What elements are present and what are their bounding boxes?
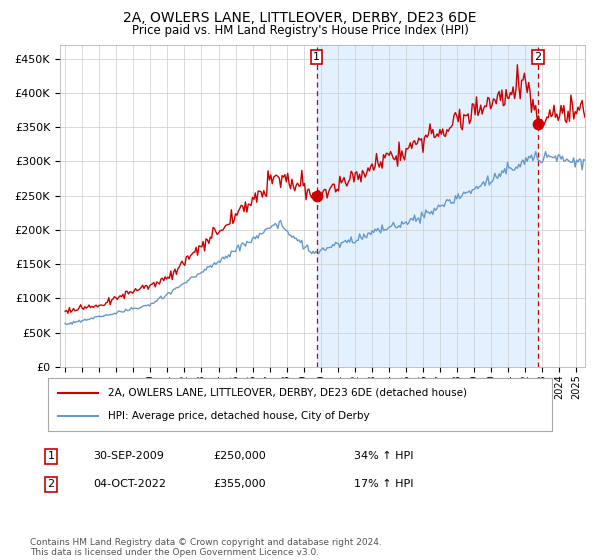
- Text: 2: 2: [47, 479, 55, 489]
- Text: 2A, OWLERS LANE, LITTLEOVER, DERBY, DE23 6DE (detached house): 2A, OWLERS LANE, LITTLEOVER, DERBY, DE23…: [109, 388, 467, 398]
- Point: [533, 119, 543, 128]
- Text: 2: 2: [535, 52, 542, 62]
- Text: 30-SEP-2009: 30-SEP-2009: [93, 451, 164, 461]
- Text: 17% ↑ HPI: 17% ↑ HPI: [354, 479, 413, 489]
- Text: £355,000: £355,000: [214, 479, 266, 489]
- Text: 1: 1: [313, 52, 320, 62]
- Text: HPI: Average price, detached house, City of Derby: HPI: Average price, detached house, City…: [109, 411, 370, 421]
- Text: £250,000: £250,000: [214, 451, 266, 461]
- Text: Price paid vs. HM Land Registry's House Price Index (HPI): Price paid vs. HM Land Registry's House …: [131, 24, 469, 36]
- Text: Contains HM Land Registry data © Crown copyright and database right 2024.
This d: Contains HM Land Registry data © Crown c…: [30, 538, 382, 557]
- Text: 04-OCT-2022: 04-OCT-2022: [93, 479, 166, 489]
- Bar: [317, 45, 538, 367]
- Point: [312, 191, 322, 200]
- Text: 34% ↑ HPI: 34% ↑ HPI: [354, 451, 413, 461]
- Text: 1: 1: [47, 451, 55, 461]
- Text: 2A, OWLERS LANE, LITTLEOVER, DERBY, DE23 6DE: 2A, OWLERS LANE, LITTLEOVER, DERBY, DE23…: [123, 11, 477, 25]
